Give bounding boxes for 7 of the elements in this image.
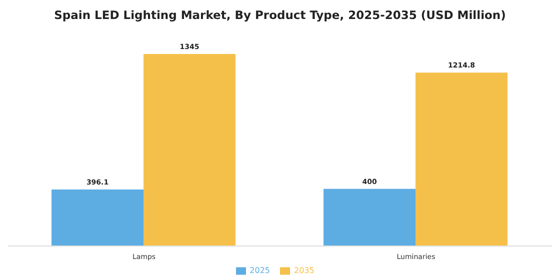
legend-label: 2025: [250, 266, 270, 276]
legend-label: 2035: [294, 266, 314, 276]
bar: [416, 72, 508, 246]
bar: [324, 188, 416, 246]
chart-title: Spain LED Lighting Market, By Product Type, 2025-2035 (USD Million): [53, 7, 507, 24]
bar: [52, 189, 144, 246]
bar: [144, 54, 236, 246]
